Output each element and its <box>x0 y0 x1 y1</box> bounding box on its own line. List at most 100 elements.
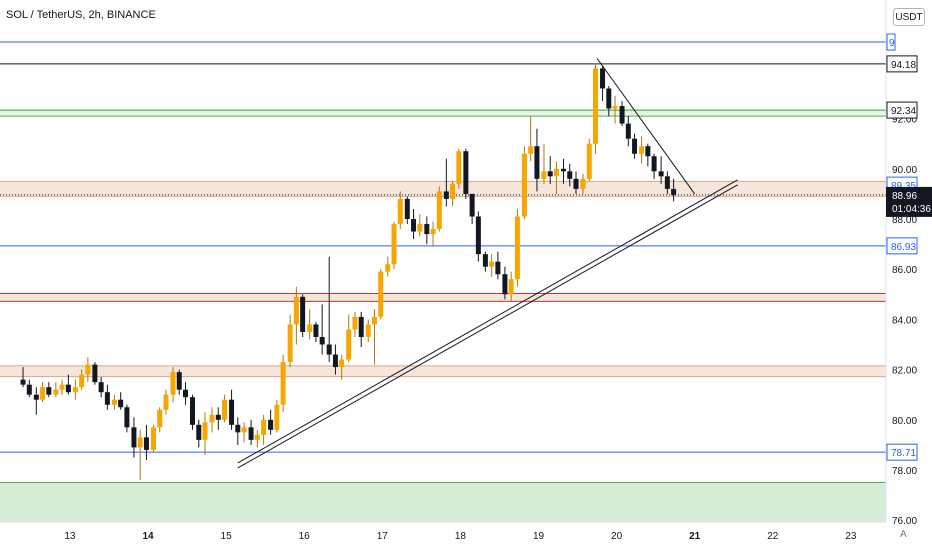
current-price-badge[interactable] <box>886 186 932 217</box>
candle-down <box>358 316 364 337</box>
trendlines-layer <box>237 58 738 469</box>
top-level-badge[interactable] <box>886 33 896 51</box>
candle-up <box>514 216 520 280</box>
candle-down <box>248 427 254 440</box>
zone-layer <box>0 109 886 534</box>
candle-down <box>235 424 241 433</box>
time-axis[interactable]: 13 14 15 16 17 18 19 20 21 22 23 <box>0 521 886 550</box>
price-tick-label: 84.00 <box>892 315 917 326</box>
candle-down <box>495 261 501 275</box>
candle-down <box>625 123 631 139</box>
candle-down <box>463 151 469 194</box>
candle-up <box>586 143 592 179</box>
candle-up <box>346 329 352 360</box>
candle-up <box>59 384 65 390</box>
candle-down <box>33 394 39 400</box>
candle-up <box>111 399 117 405</box>
candle-down <box>600 68 606 89</box>
candle-up <box>157 409 163 428</box>
time-tick-label: 14 <box>142 531 154 542</box>
candle-down <box>606 88 612 109</box>
candle-up <box>53 389 59 395</box>
candle-down <box>534 146 540 179</box>
candle-up <box>170 372 176 395</box>
candle-up <box>209 414 215 423</box>
candle-down <box>573 178 579 189</box>
price-axis[interactable]: 76.00 78.00 80.00 82.00 84.00 86.00 88.00 90.00… <box>885 0 932 550</box>
candle-down <box>547 171 553 177</box>
candle-down <box>671 188 677 195</box>
candle-up <box>40 387 46 400</box>
time-tick-label: 13 <box>64 531 76 542</box>
candle-down <box>46 387 52 395</box>
support-trendline[interactable] <box>237 179 738 464</box>
candle-down <box>196 424 202 440</box>
time-tick-label: 19 <box>533 531 545 542</box>
candle-up <box>79 374 85 388</box>
candle-up <box>521 153 527 217</box>
time-tick-label: 15 <box>221 531 233 542</box>
candle-up <box>541 171 547 179</box>
candle-down <box>98 382 104 393</box>
candle-up <box>137 437 143 448</box>
price-tick-label: 82.00 <box>892 366 917 377</box>
price-zone <box>0 181 886 197</box>
price-tick-label: 86.00 <box>892 265 917 276</box>
price-level-badge[interactable] <box>886 101 918 119</box>
candle-up <box>553 168 559 177</box>
candle-up <box>417 224 423 232</box>
price-level-badge[interactable] <box>886 237 918 255</box>
candle-down <box>404 198 410 219</box>
candle-up <box>222 399 228 420</box>
candle-up <box>612 106 618 109</box>
candle-down <box>104 392 110 405</box>
candle-down <box>502 274 508 295</box>
price-level-badge[interactable] <box>886 443 918 461</box>
candle-down <box>190 397 196 425</box>
candle-up <box>274 404 280 430</box>
candle-up <box>489 261 495 267</box>
time-tick-label: 17 <box>377 531 389 542</box>
resistance-trendline[interactable] <box>596 58 696 195</box>
price-level-badge-label: 78.71 <box>891 448 916 459</box>
price-tick-label: 88.00 <box>892 215 917 226</box>
candle-up <box>202 422 208 440</box>
candle-down <box>118 399 124 408</box>
candle-down <box>645 146 651 157</box>
price-level-badge[interactable] <box>886 55 918 73</box>
candle-down <box>215 414 221 420</box>
price-tick-label: 76.00 <box>892 516 917 527</box>
time-tick-label: 22 <box>767 531 779 542</box>
candle-down <box>65 384 71 393</box>
price-tick-label: 80.00 <box>892 416 917 427</box>
time-axis-bg <box>0 522 886 550</box>
candle-up <box>456 151 462 184</box>
symbol-title: SOL / TetherUS, 2h, BINANCE <box>6 9 156 21</box>
candle-up <box>580 178 586 189</box>
candle-up <box>365 324 371 337</box>
candle-up <box>436 191 442 230</box>
support-trendline[interactable] <box>237 184 738 469</box>
candle-up <box>339 359 345 368</box>
candle-down <box>658 171 664 177</box>
auto-scale-button[interactable]: A <box>900 529 907 540</box>
candle-up <box>391 224 397 265</box>
price-zone <box>0 293 886 302</box>
candle-down <box>268 419 274 430</box>
candle-down <box>229 399 235 425</box>
candle-down <box>124 407 130 428</box>
price-zone <box>0 365 886 377</box>
candle-down <box>182 389 188 398</box>
price-zone <box>0 110 886 117</box>
candle-down <box>469 193 475 217</box>
candle-down <box>26 384 32 395</box>
currency-button[interactable]: USDT <box>893 8 925 26</box>
price-tick-label: 90.00 <box>892 165 917 176</box>
candle-up <box>508 279 514 295</box>
candle-up <box>254 434 260 440</box>
horizontal-levels <box>0 41 886 453</box>
candle-down <box>632 138 638 154</box>
candle-down <box>319 336 325 345</box>
candle-up <box>85 364 91 375</box>
